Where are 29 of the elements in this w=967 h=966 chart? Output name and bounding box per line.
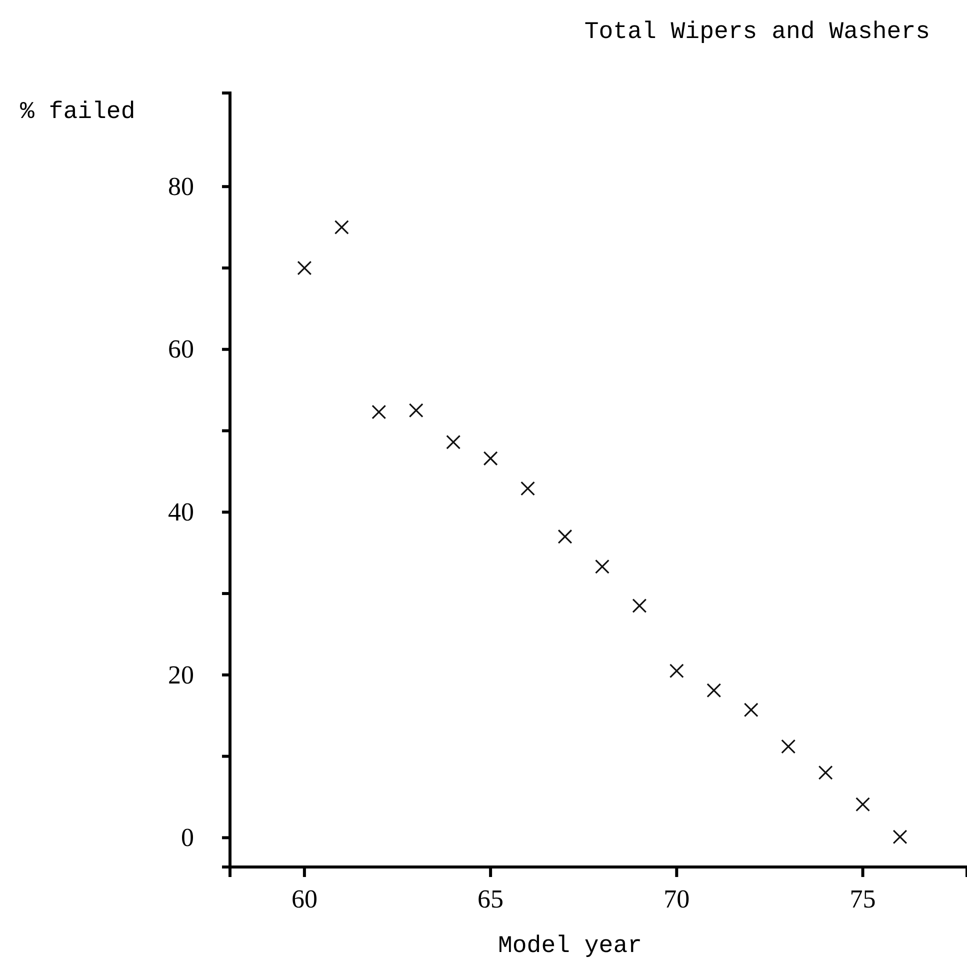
- y-tick-label: 20: [168, 660, 194, 690]
- x-tick-label: 65: [478, 884, 504, 914]
- point: [669, 664, 684, 678]
- point: [446, 434, 461, 450]
- y-tick-label: 0: [181, 823, 194, 852]
- point: [856, 797, 870, 812]
- y-tick-label: 40: [168, 497, 194, 526]
- point: [706, 683, 722, 698]
- point: [334, 220, 349, 235]
- x-axis-title: Model year: [498, 933, 642, 960]
- y-axis-title: % failed: [20, 99, 136, 126]
- point: [483, 451, 498, 466]
- point: [892, 830, 908, 844]
- point: [408, 403, 424, 418]
- point: [594, 559, 610, 574]
- point: [558, 529, 572, 544]
- x-tick-label: 60: [291, 884, 318, 914]
- y-tick-label: 80: [168, 172, 194, 201]
- chart-title: Total Wipers and Washers: [584, 19, 930, 46]
- y-tick-label: 60: [168, 334, 194, 364]
- point: [372, 404, 386, 420]
- point: [744, 702, 758, 718]
- point: [520, 481, 536, 496]
- x-tick-label: 75: [850, 884, 876, 914]
- point: [781, 739, 796, 754]
- point: [818, 765, 833, 780]
- x-tick-label: 70: [664, 884, 690, 914]
- point: [297, 260, 312, 276]
- point: [632, 598, 647, 613]
